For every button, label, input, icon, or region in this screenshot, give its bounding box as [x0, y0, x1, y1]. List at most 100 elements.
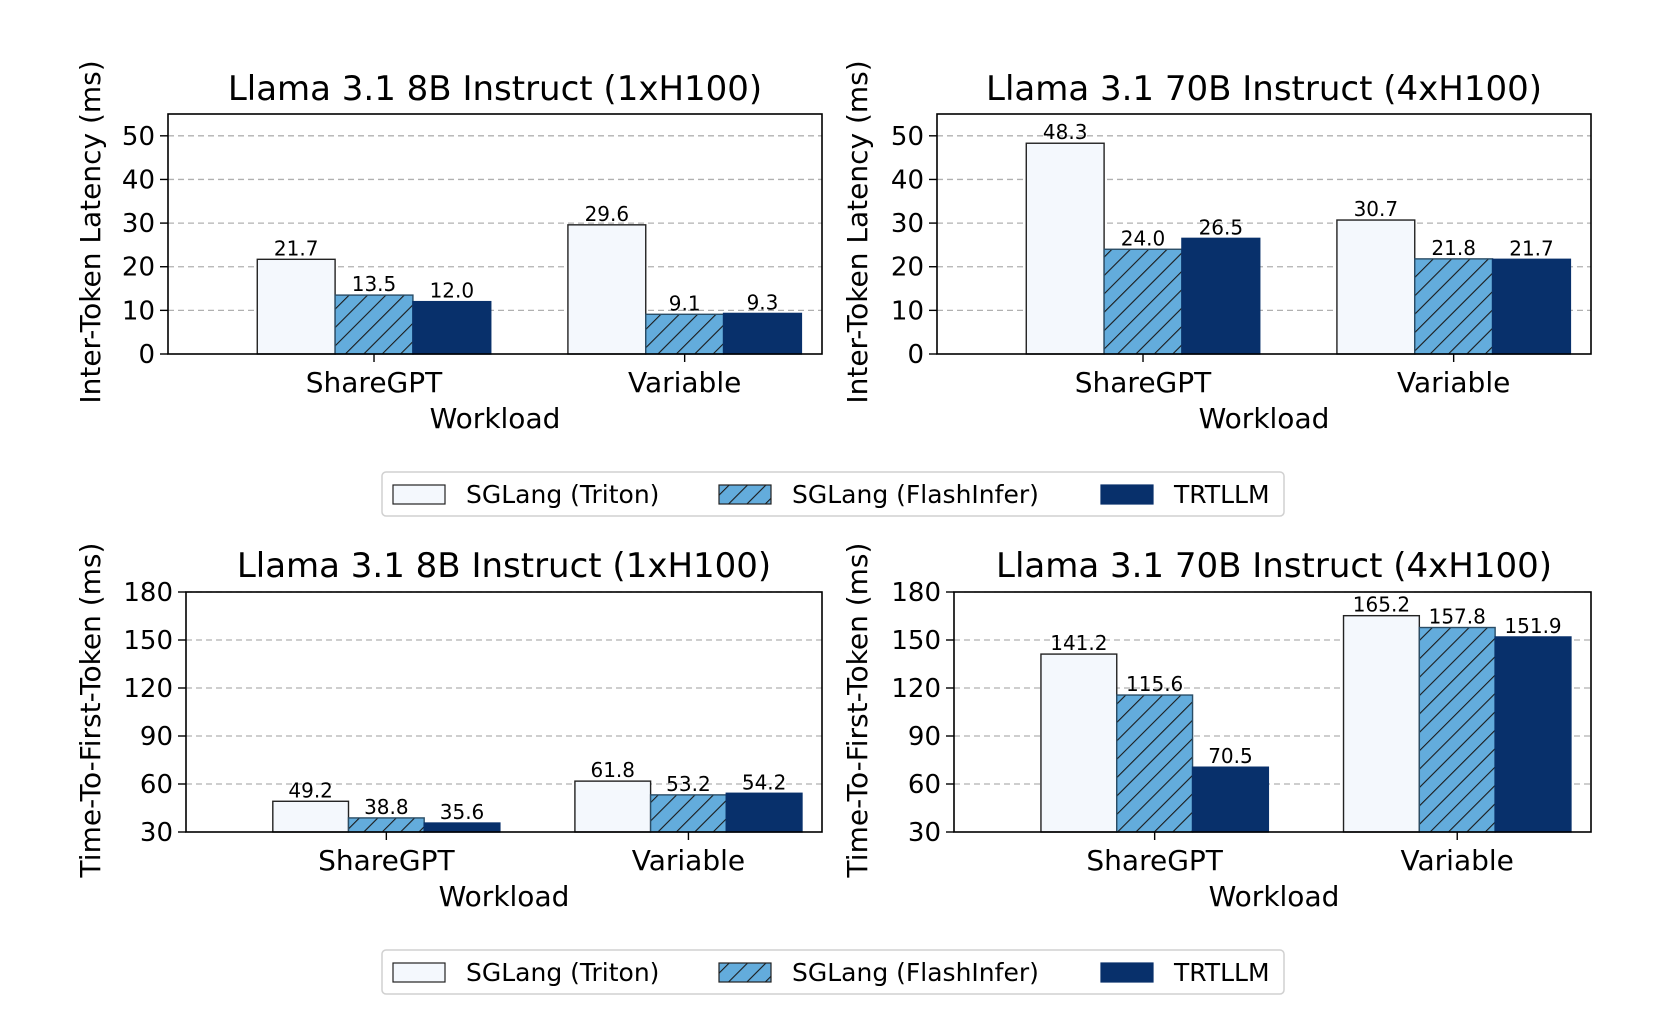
y-tick-label: 120 [891, 674, 941, 704]
bar-trtllm [1191, 766, 1270, 833]
x-axis-label: Workload [430, 402, 561, 435]
data-label: 35.6 [440, 800, 485, 824]
x-tick-label: Variable [1397, 366, 1510, 399]
legend-swatch-triton [392, 962, 446, 983]
legend-label-triton: SGLang (Triton) [466, 480, 659, 509]
x-tick-label: Variable [1401, 844, 1514, 877]
chart-title: Llama 3.1 8B Instruct (1xH100) [237, 546, 771, 586]
y-tick-label: 0 [907, 340, 924, 370]
chart-panel-itl-8b: Llama 3.1 8B Instruct (1xH100) Inter-Tok… [74, 60, 823, 435]
legend-swatch-trtllm [1100, 484, 1154, 505]
data-label: 13.5 [352, 272, 397, 296]
bar-flashinfer [334, 294, 414, 355]
x-tick-label: ShareGPT [1086, 844, 1223, 877]
x-axis-label: Workload [1209, 880, 1340, 913]
plot-area: 0 10 20 30 40 50 48.3 24.0 26.5 ShareGPT 30.7 21.8 2… [891, 113, 1592, 399]
data-label: 21.7 [1509, 236, 1554, 260]
y-tick-label: 120 [123, 674, 173, 704]
data-label: 38.8 [364, 795, 409, 819]
x-axis-label: Workload [1199, 402, 1330, 435]
data-label: 26.5 [1199, 215, 1244, 239]
legend-frame [381, 949, 1285, 995]
chart-title: Llama 3.1 70B Instruct (4xH100) [996, 546, 1552, 586]
bar-flashinfer [1414, 258, 1494, 355]
y-tick-label: 30 [908, 818, 941, 848]
data-label: 70.5 [1208, 744, 1253, 768]
data-label: 49.2 [288, 778, 333, 802]
legend-label-flashinfer: SGLang (FlashInfer) [792, 480, 1039, 509]
y-axis-label: Inter-Token Latency (ms) [841, 60, 874, 403]
y-tick-label: 40 [891, 165, 924, 195]
data-label: 21.7 [274, 236, 319, 260]
x-axis-label: Workload [439, 880, 570, 913]
data-label: 157.8 [1429, 605, 1486, 629]
y-tick-label: 90 [140, 722, 173, 752]
y-tick-label: 50 [122, 122, 155, 152]
axes-frame [167, 113, 823, 355]
legend-label-trtllm: TRTLLM [1173, 480, 1270, 509]
bar-triton [567, 224, 647, 355]
y-tick-label: 30 [891, 209, 924, 239]
data-label: 29.6 [585, 202, 630, 226]
chart-title: Llama 3.1 70B Instruct (4xH100) [986, 69, 1542, 109]
y-tick-label: 150 [123, 626, 173, 656]
plot-area: 30 60 90 120 150 180 141.2 115.6 70.5 ShareGPT 165… [891, 578, 1592, 877]
data-label: 9.1 [669, 291, 701, 315]
bar-triton [1040, 653, 1118, 833]
y-tick-label: 180 [891, 578, 941, 608]
legend-frame [381, 471, 1285, 517]
y-axis-label: Inter-Token Latency (ms) [74, 60, 107, 403]
legend-swatch-flashinfer [718, 962, 772, 983]
bar-flashinfer [1418, 626, 1496, 833]
x-tick-label: ShareGPT [306, 366, 443, 399]
bar-trtllm [725, 792, 803, 833]
x-tick-label: Variable [628, 366, 741, 399]
data-label: 9.3 [747, 290, 779, 314]
bar-trtllm [412, 300, 492, 355]
plot-area: 30 60 90 120 150 180 49.2 38.8 35.6 ShareGPT 61.8 5… [123, 578, 823, 877]
bar-flashinfer [1116, 694, 1194, 833]
y-tick-label: 10 [122, 296, 155, 326]
y-tick-label: 30 [140, 818, 173, 848]
data-label: 53.2 [666, 772, 711, 796]
data-label: 61.8 [590, 758, 635, 782]
bar-flashinfer [347, 817, 425, 833]
bar-flashinfer [1103, 248, 1183, 355]
bar-triton [1342, 614, 1421, 833]
axes-frame [936, 113, 1592, 355]
y-tick-label: 60 [140, 770, 173, 800]
bar-triton [272, 800, 350, 833]
legend-label-trtllm: TRTLLM [1173, 958, 1270, 987]
legend-bottom: SGLang (Triton) SGLang (FlashInfer) TRTL… [381, 949, 1285, 995]
chart-panel-itl-70b: Llama 3.1 70B Instruct (4xH100) Inter-To… [841, 60, 1592, 435]
data-label: 12.0 [430, 279, 475, 303]
data-label: 54.2 [742, 770, 787, 794]
y-tick-label: 40 [122, 165, 155, 195]
axes-frame [185, 591, 823, 833]
y-tick-label: 0 [138, 340, 155, 370]
bar-trtllm [722, 312, 803, 355]
legend-label-flashinfer: SGLang (FlashInfer) [792, 958, 1039, 987]
data-label: 21.8 [1431, 236, 1476, 260]
legend-swatch-flashinfer [718, 484, 772, 505]
y-axis-label: Time-To-First-Token (ms) [841, 543, 874, 879]
axes-frame [953, 591, 1592, 833]
bar-triton [574, 780, 652, 833]
y-tick-label: 150 [891, 626, 941, 656]
chart-panel-ttft-8b: Llama 3.1 8B Instruct (1xH100) Time-To-F… [74, 543, 823, 913]
data-label: 24.0 [1121, 226, 1166, 250]
bar-trtllm [1491, 258, 1572, 355]
y-tick-label: 50 [891, 122, 924, 152]
chart-title: Llama 3.1 8B Instruct (1xH100) [228, 69, 762, 109]
x-tick-label: ShareGPT [1075, 366, 1212, 399]
y-tick-label: 90 [908, 722, 941, 752]
y-tick-label: 20 [122, 253, 155, 283]
legend-label-triton: SGLang (Triton) [466, 958, 659, 987]
data-label: 151.9 [1504, 614, 1561, 638]
data-label: 48.3 [1043, 120, 1088, 144]
y-tick-label: 180 [123, 578, 173, 608]
legend-top: SGLang (Triton) SGLang (FlashInfer) TRTL… [381, 471, 1285, 517]
bar-trtllm [1181, 237, 1261, 355]
data-label: 115.6 [1126, 672, 1183, 696]
chart-panel-ttft-70b: Llama 3.1 70B Instruct (4xH100) Time-To-… [841, 543, 1592, 913]
